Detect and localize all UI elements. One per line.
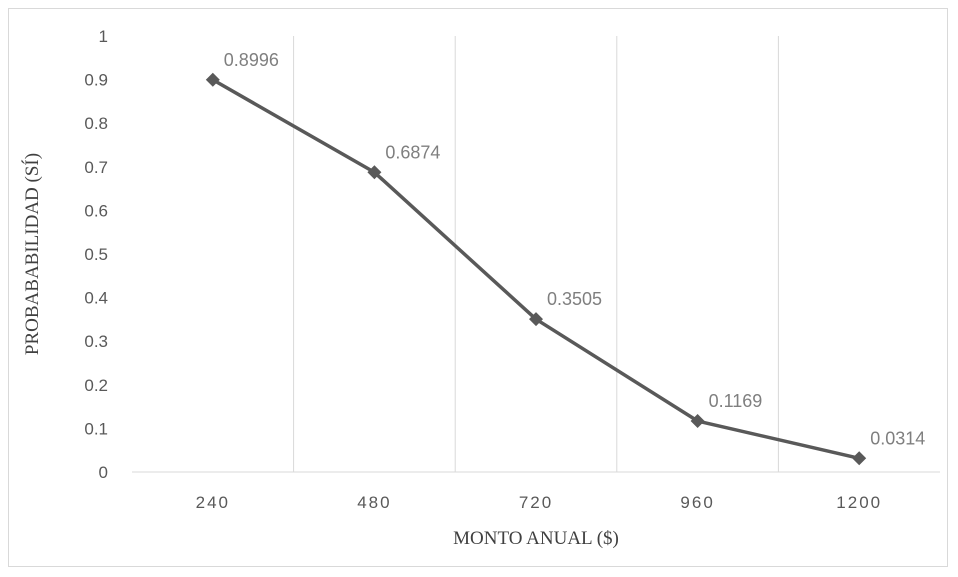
y-tick-label: 0.9 (84, 71, 108, 90)
data-point (690, 414, 705, 429)
x-tick-label: 960 (680, 493, 714, 512)
x-tick-labels: 240 480 720 960 1200 (196, 493, 882, 512)
data-label: 0.6874 (385, 142, 440, 162)
y-tick-label: 0.2 (84, 376, 108, 395)
data-label: 0.8996 (224, 50, 279, 70)
data-point (852, 451, 867, 466)
y-tick-label: 0.6 (84, 201, 108, 220)
data-label: 0.3505 (547, 289, 602, 309)
data-point-markers (205, 72, 867, 466)
x-tick-label: 480 (357, 493, 391, 512)
data-point (205, 72, 220, 87)
gridlines (293, 36, 779, 472)
y-tick-label: 0.4 (84, 289, 108, 308)
y-tick-label: 0 (99, 463, 108, 482)
y-tick-label: 0.8 (84, 114, 108, 133)
data-label: 0.0314 (870, 428, 925, 448)
y-tick-label: 0.1 (84, 419, 108, 438)
chart-frame (8, 8, 948, 567)
y-tick-label: 0.7 (84, 158, 108, 177)
y-tick-label: 0.3 (84, 332, 108, 351)
data-point (367, 165, 382, 180)
x-tick-label: 720 (519, 493, 553, 512)
data-point (529, 312, 543, 327)
x-tick-label: 240 (196, 493, 230, 512)
x-tick-label: 1200 (836, 493, 882, 512)
data-labels: 0.8996 0.6874 0.3505 0.1169 0.0314 (224, 50, 925, 449)
y-axis-title: PROBABABILIDAD (SÍ) (21, 153, 43, 355)
data-label: 0.1169 (709, 391, 763, 411)
y-tick-label: 0.5 (84, 245, 108, 264)
x-axis-title: MONTO ANUAL ($) (453, 528, 619, 549)
y-tick-labels: 0 0.1 0.2 0.3 0.4 0.5 0.6 0.7 0.8 0.9 1 (84, 27, 108, 482)
y-tick-label: 1 (99, 27, 108, 46)
